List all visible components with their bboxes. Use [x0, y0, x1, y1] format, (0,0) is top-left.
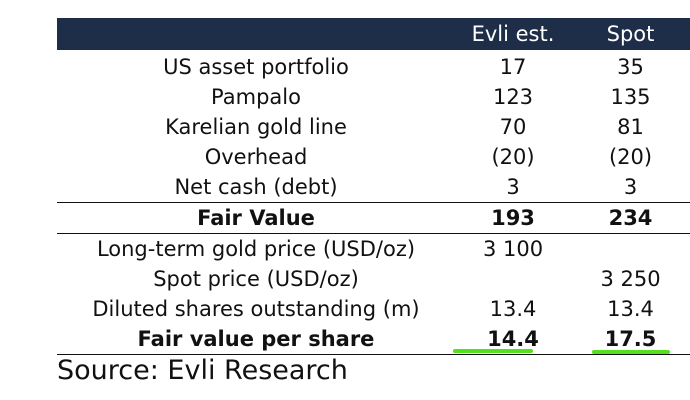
evli-est-value: 17 — [499, 55, 527, 79]
spot-value: 13.4 — [607, 297, 654, 321]
valuation-table: Evli est. Spot US asset portfolio 17 35 … — [57, 18, 690, 355]
spot-value: 234 — [608, 206, 653, 230]
row-label: Pampalo — [211, 85, 301, 109]
row-label: Spot price (USD/oz) — [153, 267, 359, 291]
spot-value: 81 — [617, 115, 644, 139]
row-label: US asset portfolio — [163, 55, 349, 79]
table-header: Evli est. Spot — [57, 18, 690, 50]
row-pampalo: Pampalo 123 135 — [57, 82, 690, 112]
row-label: Overhead — [204, 145, 308, 169]
evli-est-value: 3 100 — [482, 237, 544, 261]
evli-est-value: 14.4 — [487, 327, 539, 351]
row-fair-value-per-share: Fair value per share 14.4 17.5 — [57, 324, 690, 355]
row-net-cash: Net cash (debt) 3 3 — [57, 172, 690, 202]
spot-value: 3 250 — [600, 267, 661, 291]
evli-est-value: 123 — [492, 85, 534, 109]
spot-value: 17.5 — [604, 327, 657, 351]
evli-est-value: 193 — [491, 206, 535, 230]
row-overhead: Overhead (20) (20) — [57, 142, 690, 172]
row-us-asset-portfolio: US asset portfolio 17 35 — [57, 52, 690, 82]
source-note: Source: Evli Research — [57, 355, 348, 386]
spot-value: 35 — [617, 55, 644, 79]
spot-value: 3 — [623, 175, 638, 199]
spot-value: 135 — [610, 85, 651, 109]
row-karelian-gold-line: Karelian gold line 70 81 — [57, 112, 690, 142]
evli-est-value: 13.4 — [489, 297, 537, 321]
evli-est-value: (20) — [491, 145, 535, 169]
row-label: Fair value per share — [137, 327, 375, 351]
evli-est-value: 70 — [499, 115, 527, 139]
highlight-underline-spot — [592, 350, 670, 354]
row-label: Karelian gold line — [165, 115, 347, 139]
highlight-underline-evli-est — [453, 349, 533, 353]
header-spot: Spot — [606, 22, 655, 46]
row-label: Fair Value — [197, 206, 315, 230]
row-label: Diluted shares outstanding (m) — [92, 297, 420, 321]
row-fair-value: Fair Value 193 234 — [57, 202, 690, 234]
spot-value: (20) — [608, 145, 653, 169]
row-spot-price: Spot price (USD/oz) 3 250 — [57, 264, 690, 294]
row-label: Net cash (debt) — [174, 175, 338, 199]
header-evli-est: Evli est. — [471, 22, 555, 46]
row-label: Long-term gold price (USD/oz) — [96, 237, 416, 261]
row-long-term-gold-price: Long-term gold price (USD/oz) 3 100 — [57, 234, 690, 264]
row-diluted-shares: Diluted shares outstanding (m) 13.4 13.4 — [57, 294, 690, 324]
evli-est-value: 3 — [506, 175, 520, 199]
